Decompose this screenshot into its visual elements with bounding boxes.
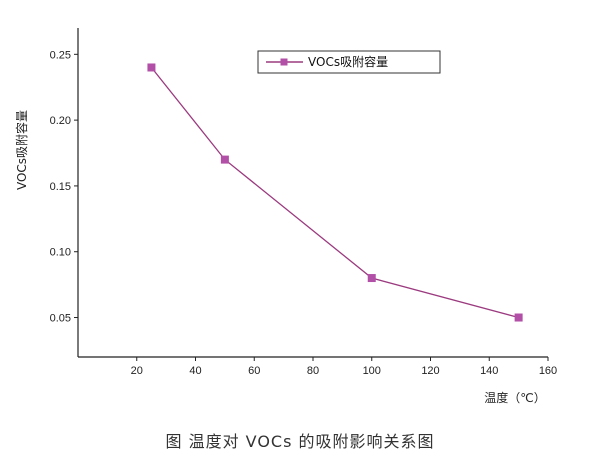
legend: VOCs吸附容量 <box>257 50 441 74</box>
series-line <box>150 67 519 319</box>
figure-caption: 图 温度对 VOCs 的吸附影响关系图 <box>165 432 435 451</box>
data-point <box>220 155 229 164</box>
data-point <box>367 274 376 283</box>
data-point <box>147 63 156 72</box>
x-tick-label: 140 <box>480 365 498 377</box>
ticks: 20 40 60 80 100 120 140 160 0.05 0.10 0.15 0.20 0.25 <box>50 49 558 377</box>
legend-marker <box>280 58 288 66</box>
y-tick-label: 0.15 <box>50 181 71 193</box>
x-axis-title: 温度（℃） <box>484 390 545 405</box>
chart: 20 40 60 80 100 120 140 160 0.05 0.10 0.15 0.20 0.25… <box>14 28 558 405</box>
y-tick-label: 0.10 <box>50 247 71 259</box>
x-tick-label: 160 <box>539 365 557 377</box>
y-tick-label: 0.05 <box>50 313 71 325</box>
x-tick-label: 20 <box>131 365 143 377</box>
y-tick-label: 0.20 <box>50 115 71 127</box>
legend-box <box>257 50 441 74</box>
y-axis-title: VOCs吸附容量 <box>14 110 29 190</box>
x-tick-label: 60 <box>248 365 260 377</box>
plot-area <box>147 63 523 322</box>
data-point <box>514 313 523 322</box>
x-tick-label: 100 <box>363 365 381 377</box>
y-tick-label: 0.25 <box>50 49 71 61</box>
axes <box>77 28 548 358</box>
x-tick-label: 120 <box>421 365 439 377</box>
x-tick-label: 80 <box>307 365 319 377</box>
x-tick-label: 40 <box>189 365 201 377</box>
legend-label: VOCs吸附容量 <box>308 54 388 69</box>
